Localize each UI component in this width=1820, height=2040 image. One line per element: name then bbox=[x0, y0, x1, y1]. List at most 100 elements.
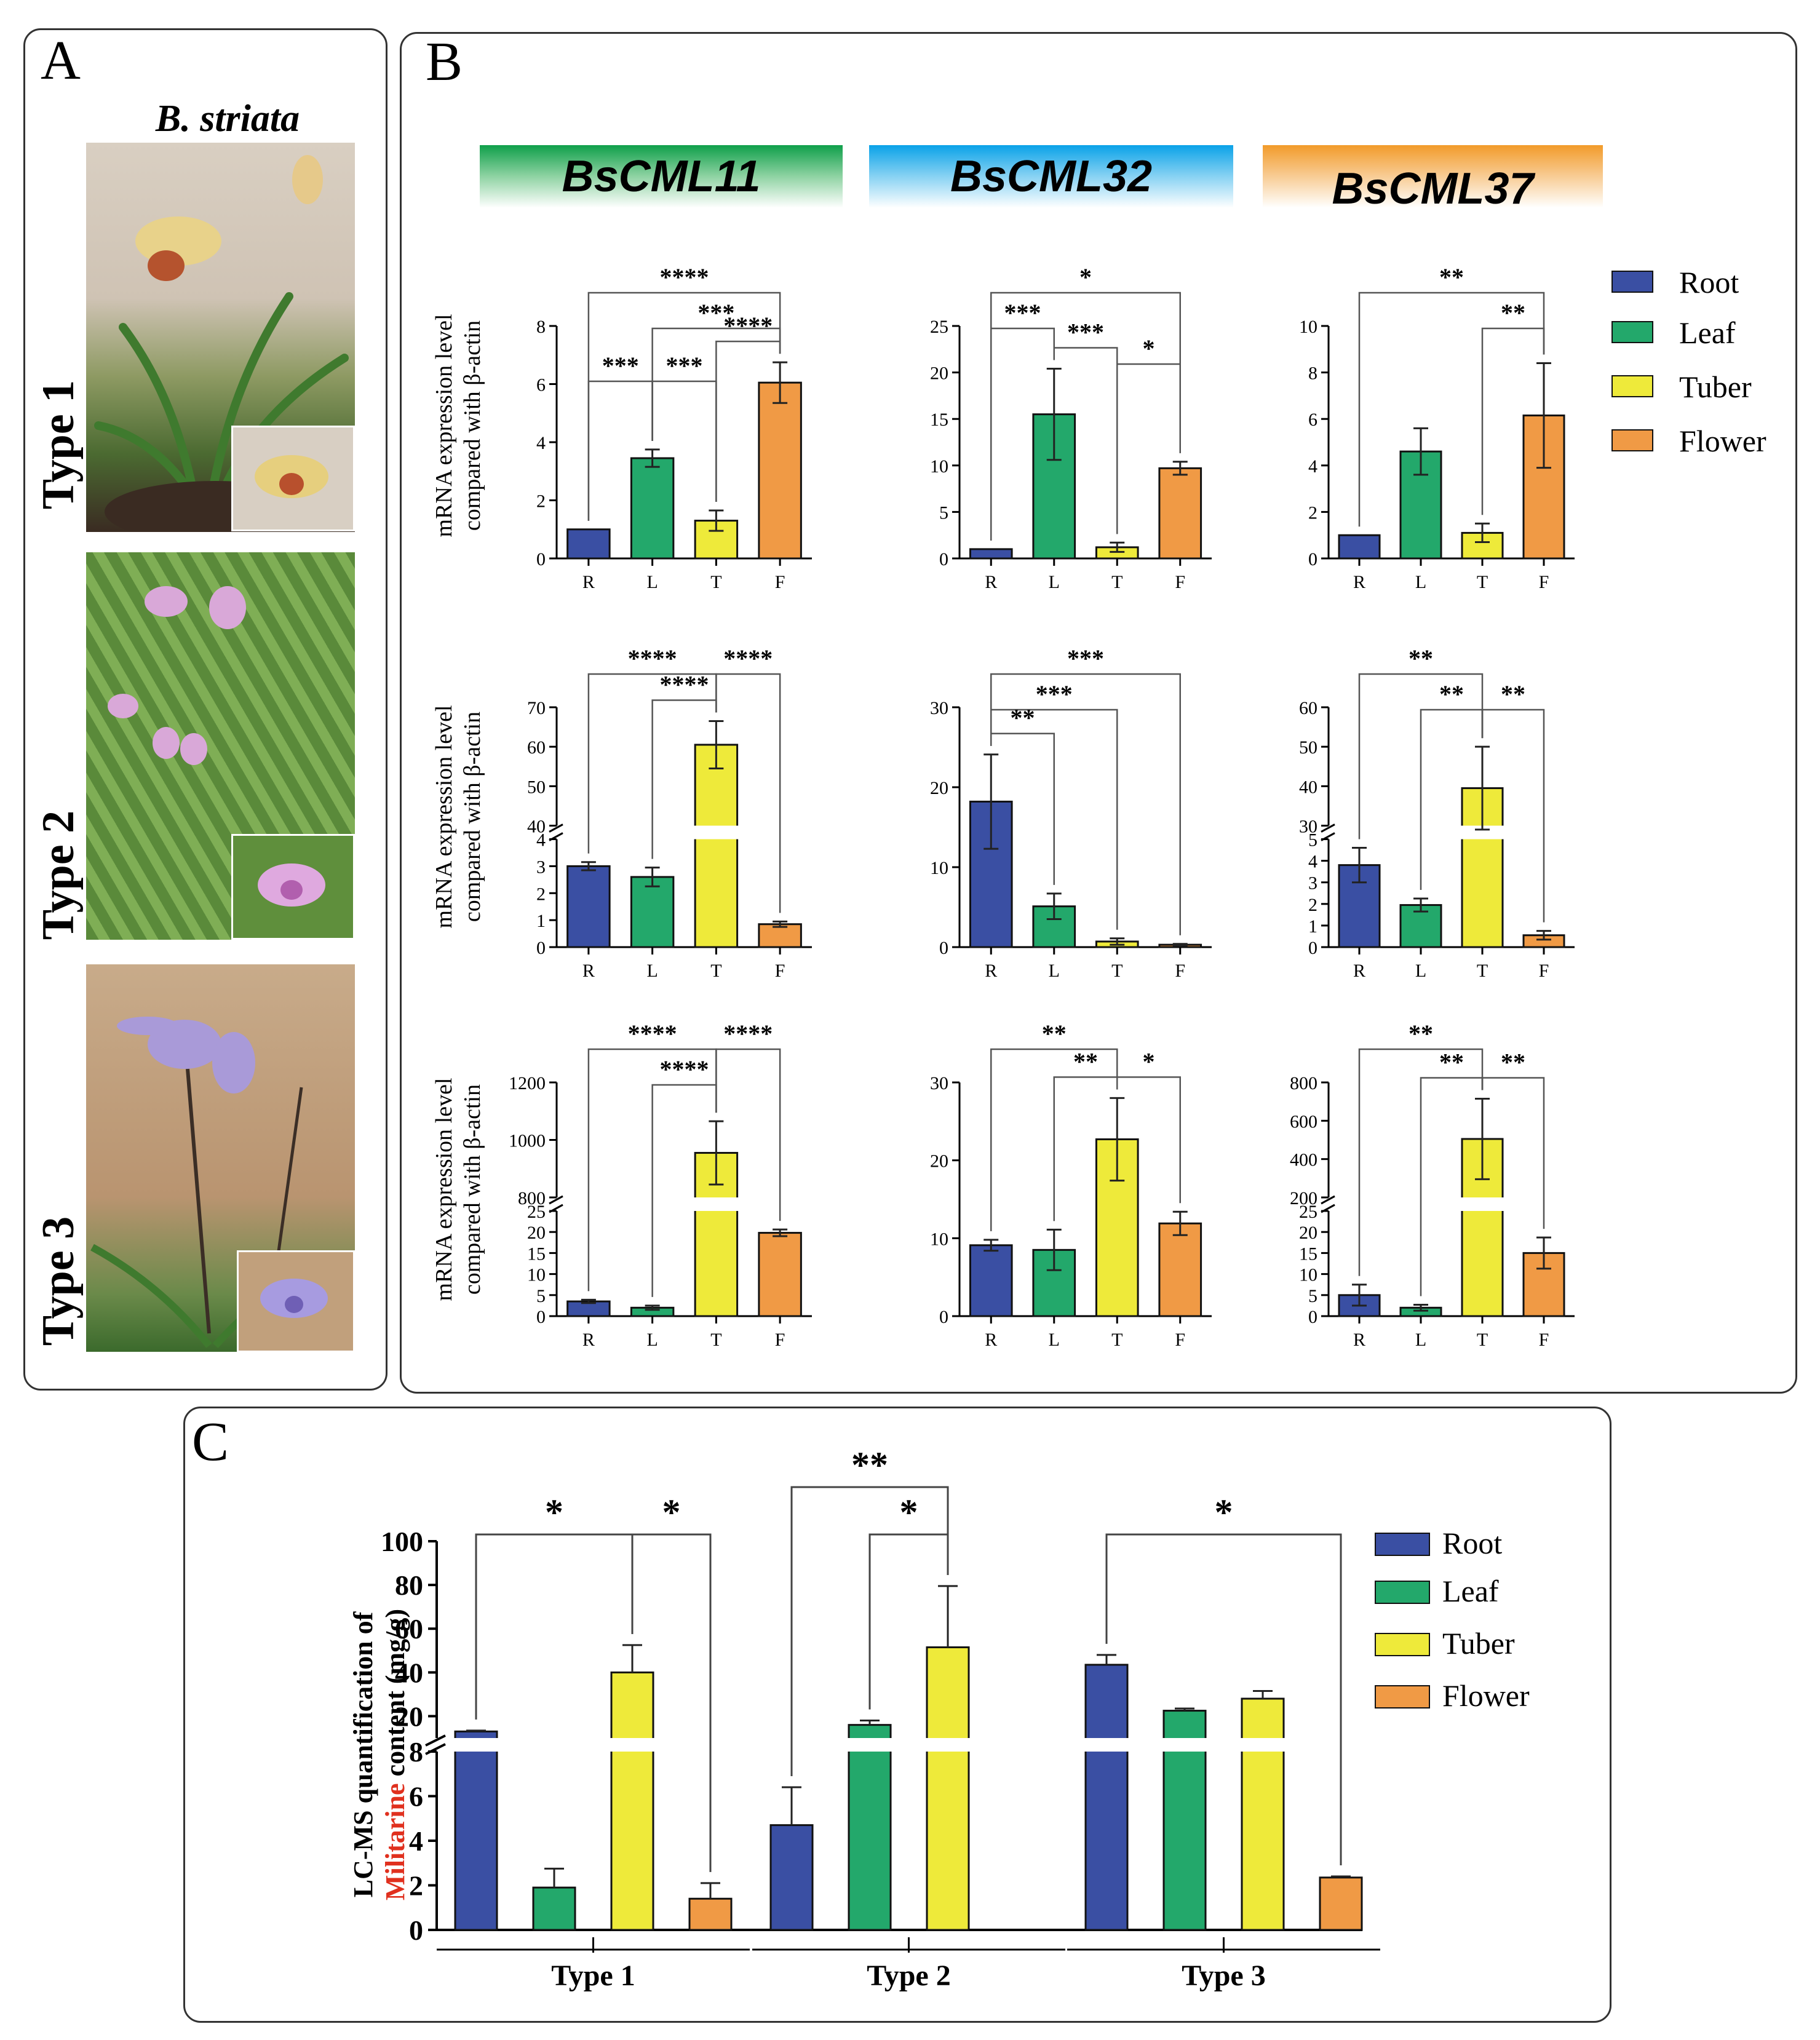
x-tick-label: L bbox=[1049, 1330, 1060, 1350]
group-label-2: Type 2 bbox=[867, 1959, 950, 1992]
type3-inset bbox=[237, 1250, 355, 1352]
sig-bracket bbox=[1358, 292, 1545, 527]
bar-L bbox=[630, 876, 675, 948]
x-tick-label: R bbox=[582, 572, 595, 592]
sig-bracket bbox=[715, 1048, 781, 1221]
bar-break-gap bbox=[1161, 1738, 1208, 1752]
bar-break-gap bbox=[1083, 1738, 1130, 1752]
y-tick-label: 1 bbox=[1308, 916, 1317, 937]
sig-label: ** bbox=[1409, 645, 1433, 672]
group-label-1: Type 1 bbox=[551, 1959, 635, 1992]
y-tick-label: 4 bbox=[1308, 456, 1317, 477]
sig-label: ** bbox=[851, 1445, 888, 1485]
bar-R bbox=[1338, 534, 1381, 560]
y-tick-label: 8 bbox=[536, 317, 546, 337]
bar-L bbox=[1032, 1248, 1076, 1317]
y-tick-label: 5 bbox=[536, 1286, 546, 1306]
sig-label: *** bbox=[1004, 299, 1041, 327]
y-tick-label: 100 bbox=[381, 1526, 423, 1557]
bar-leaf-2 bbox=[848, 1724, 892, 1931]
bar-L bbox=[630, 457, 675, 560]
sig-label: * bbox=[1143, 1047, 1155, 1075]
panel-a bbox=[23, 28, 387, 1391]
y-tick-label: 1000 bbox=[509, 1131, 546, 1151]
bar-tuber-2 bbox=[926, 1646, 970, 1931]
sig-label: **** bbox=[660, 1055, 709, 1083]
y-tick-label: 800 bbox=[518, 1188, 546, 1209]
sig-label: ** bbox=[1042, 1020, 1067, 1047]
sig-bracket bbox=[868, 1533, 949, 1710]
sig-label: **** bbox=[628, 1020, 677, 1047]
gene-header-bscml37: BsCML37 bbox=[1263, 145, 1603, 213]
y-tick-label: 40 bbox=[527, 817, 546, 837]
panel-c bbox=[183, 1407, 1611, 2023]
y-tick-label: 20 bbox=[930, 363, 948, 384]
y-tick-label: 8 bbox=[1308, 363, 1317, 384]
y-tick-label: 0 bbox=[939, 1307, 948, 1327]
legend-c-swatch-tuber bbox=[1375, 1633, 1430, 1656]
y-tick-label: 0 bbox=[939, 938, 948, 958]
sig-bracket bbox=[1358, 1048, 1484, 1276]
y-tick-label: 400 bbox=[1290, 1150, 1317, 1170]
sig-bracket bbox=[1105, 1533, 1342, 1865]
y-tick-label: 15 bbox=[527, 1244, 546, 1264]
sig-bracket bbox=[715, 673, 781, 913]
x-tick-label: L bbox=[1415, 572, 1426, 592]
sig-label: *** bbox=[1036, 680, 1073, 708]
y-tick-label: 0 bbox=[1308, 938, 1317, 958]
y-tick-label: 10 bbox=[930, 456, 948, 477]
bar-root-1 bbox=[454, 1730, 498, 1931]
bar-flower-1 bbox=[688, 1897, 733, 1931]
y-tick-label: 25 bbox=[527, 1202, 546, 1222]
y-tick-label: 40 bbox=[1299, 777, 1317, 797]
y-tick-label: 3 bbox=[1308, 873, 1317, 894]
sig-label: ** bbox=[1073, 1047, 1098, 1075]
type1-inset bbox=[231, 426, 355, 531]
sig-bracket bbox=[631, 1533, 712, 1872]
sig-bracket bbox=[475, 1533, 634, 1720]
y-tick-label: 600 bbox=[1290, 1111, 1317, 1132]
x-tick-label: F bbox=[775, 572, 785, 592]
x-tick-label: L bbox=[646, 1330, 658, 1350]
y-tick-label: 30 bbox=[1299, 817, 1317, 837]
y-tick-label: 20 bbox=[930, 1151, 948, 1172]
sig-label: ** bbox=[1439, 263, 1464, 291]
sig-bracket bbox=[1116, 363, 1181, 534]
x-tick-label: F bbox=[1175, 1330, 1185, 1350]
legend-c-swatch-root bbox=[1375, 1533, 1430, 1556]
y-tick-label: 0 bbox=[536, 1307, 546, 1327]
y-tick-label: 70 bbox=[527, 698, 546, 718]
x-tick-label: R bbox=[1353, 961, 1365, 981]
y-tick-label: 0 bbox=[409, 1915, 423, 1946]
type2-plant bbox=[108, 586, 246, 765]
sig-label: * bbox=[1215, 1492, 1233, 1533]
x-tick-label: R bbox=[1353, 1330, 1365, 1350]
y-tick-label: 20 bbox=[395, 1701, 423, 1732]
sig-label: *** bbox=[1067, 645, 1104, 672]
axis-break-mark bbox=[549, 824, 563, 833]
panel-c-label: C bbox=[192, 1411, 229, 1472]
legend-c-swatch-flower bbox=[1375, 1685, 1430, 1709]
axis-break-mark bbox=[1321, 1195, 1335, 1205]
bar-break-gap bbox=[1460, 825, 1504, 839]
y-tick-label: 80 bbox=[395, 1570, 423, 1601]
bar-root-3 bbox=[1084, 1664, 1129, 1931]
x-tick-label: L bbox=[646, 572, 658, 592]
legend-c-item-flower: Flower bbox=[1375, 1678, 1559, 1715]
y-tick-label: 15 bbox=[930, 410, 948, 430]
bar-F bbox=[758, 381, 802, 560]
x-tick-label: F bbox=[775, 961, 785, 981]
x-tick-label: R bbox=[985, 961, 997, 981]
x-tick-label: R bbox=[985, 572, 997, 592]
sig-bracket bbox=[1481, 1077, 1545, 1229]
species-title: B. striata bbox=[155, 98, 300, 140]
axis-break-mark bbox=[549, 1195, 563, 1205]
sig-label: * bbox=[662, 1492, 681, 1533]
sig-label: **** bbox=[723, 312, 773, 339]
y-tick-label: 30 bbox=[930, 1073, 948, 1093]
sig-bracket bbox=[1481, 708, 1545, 923]
sig-label: **** bbox=[660, 263, 709, 291]
